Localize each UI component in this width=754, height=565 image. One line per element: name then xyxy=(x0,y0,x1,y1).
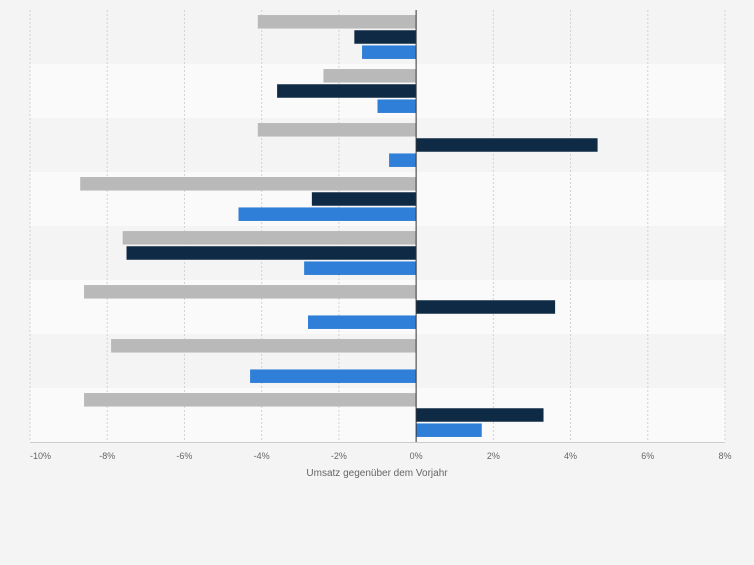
x-tick-label: -8% xyxy=(99,451,115,461)
x-tick-label: 0% xyxy=(410,451,423,461)
bar xyxy=(311,192,417,206)
x-tick-label: -6% xyxy=(176,451,192,461)
bars xyxy=(80,15,598,437)
bar xyxy=(84,285,417,299)
bar xyxy=(122,231,417,245)
bar xyxy=(250,369,417,383)
bar xyxy=(257,123,417,137)
bar xyxy=(126,246,417,260)
bar xyxy=(238,207,417,221)
bar xyxy=(257,15,417,29)
bar xyxy=(416,300,556,314)
bar xyxy=(111,339,417,353)
x-tick-label: 6% xyxy=(641,451,654,461)
bar xyxy=(80,177,417,191)
bar xyxy=(416,408,544,422)
x-tick-label: -4% xyxy=(254,451,270,461)
bar xyxy=(362,45,417,59)
bar xyxy=(389,153,417,167)
bar xyxy=(308,315,417,329)
bar xyxy=(416,423,482,437)
bar xyxy=(84,393,417,407)
x-axis-label: Umsatz gegenüber dem Vorjahr xyxy=(306,468,448,479)
x-tick-label: -10% xyxy=(30,451,51,461)
bar xyxy=(323,69,417,83)
x-axis: -10% -8% -6% -4% -2% 0% 2% 4% 6% 8% xyxy=(30,10,732,461)
x-tick-label: 2% xyxy=(487,451,500,461)
bar xyxy=(416,138,598,152)
bar xyxy=(377,99,417,113)
x-tick-label: -2% xyxy=(331,451,347,461)
bar xyxy=(277,84,417,98)
x-tick-label: 8% xyxy=(718,451,731,461)
bar xyxy=(354,30,417,44)
bar xyxy=(304,261,417,275)
x-tick-label: 4% xyxy=(564,451,577,461)
